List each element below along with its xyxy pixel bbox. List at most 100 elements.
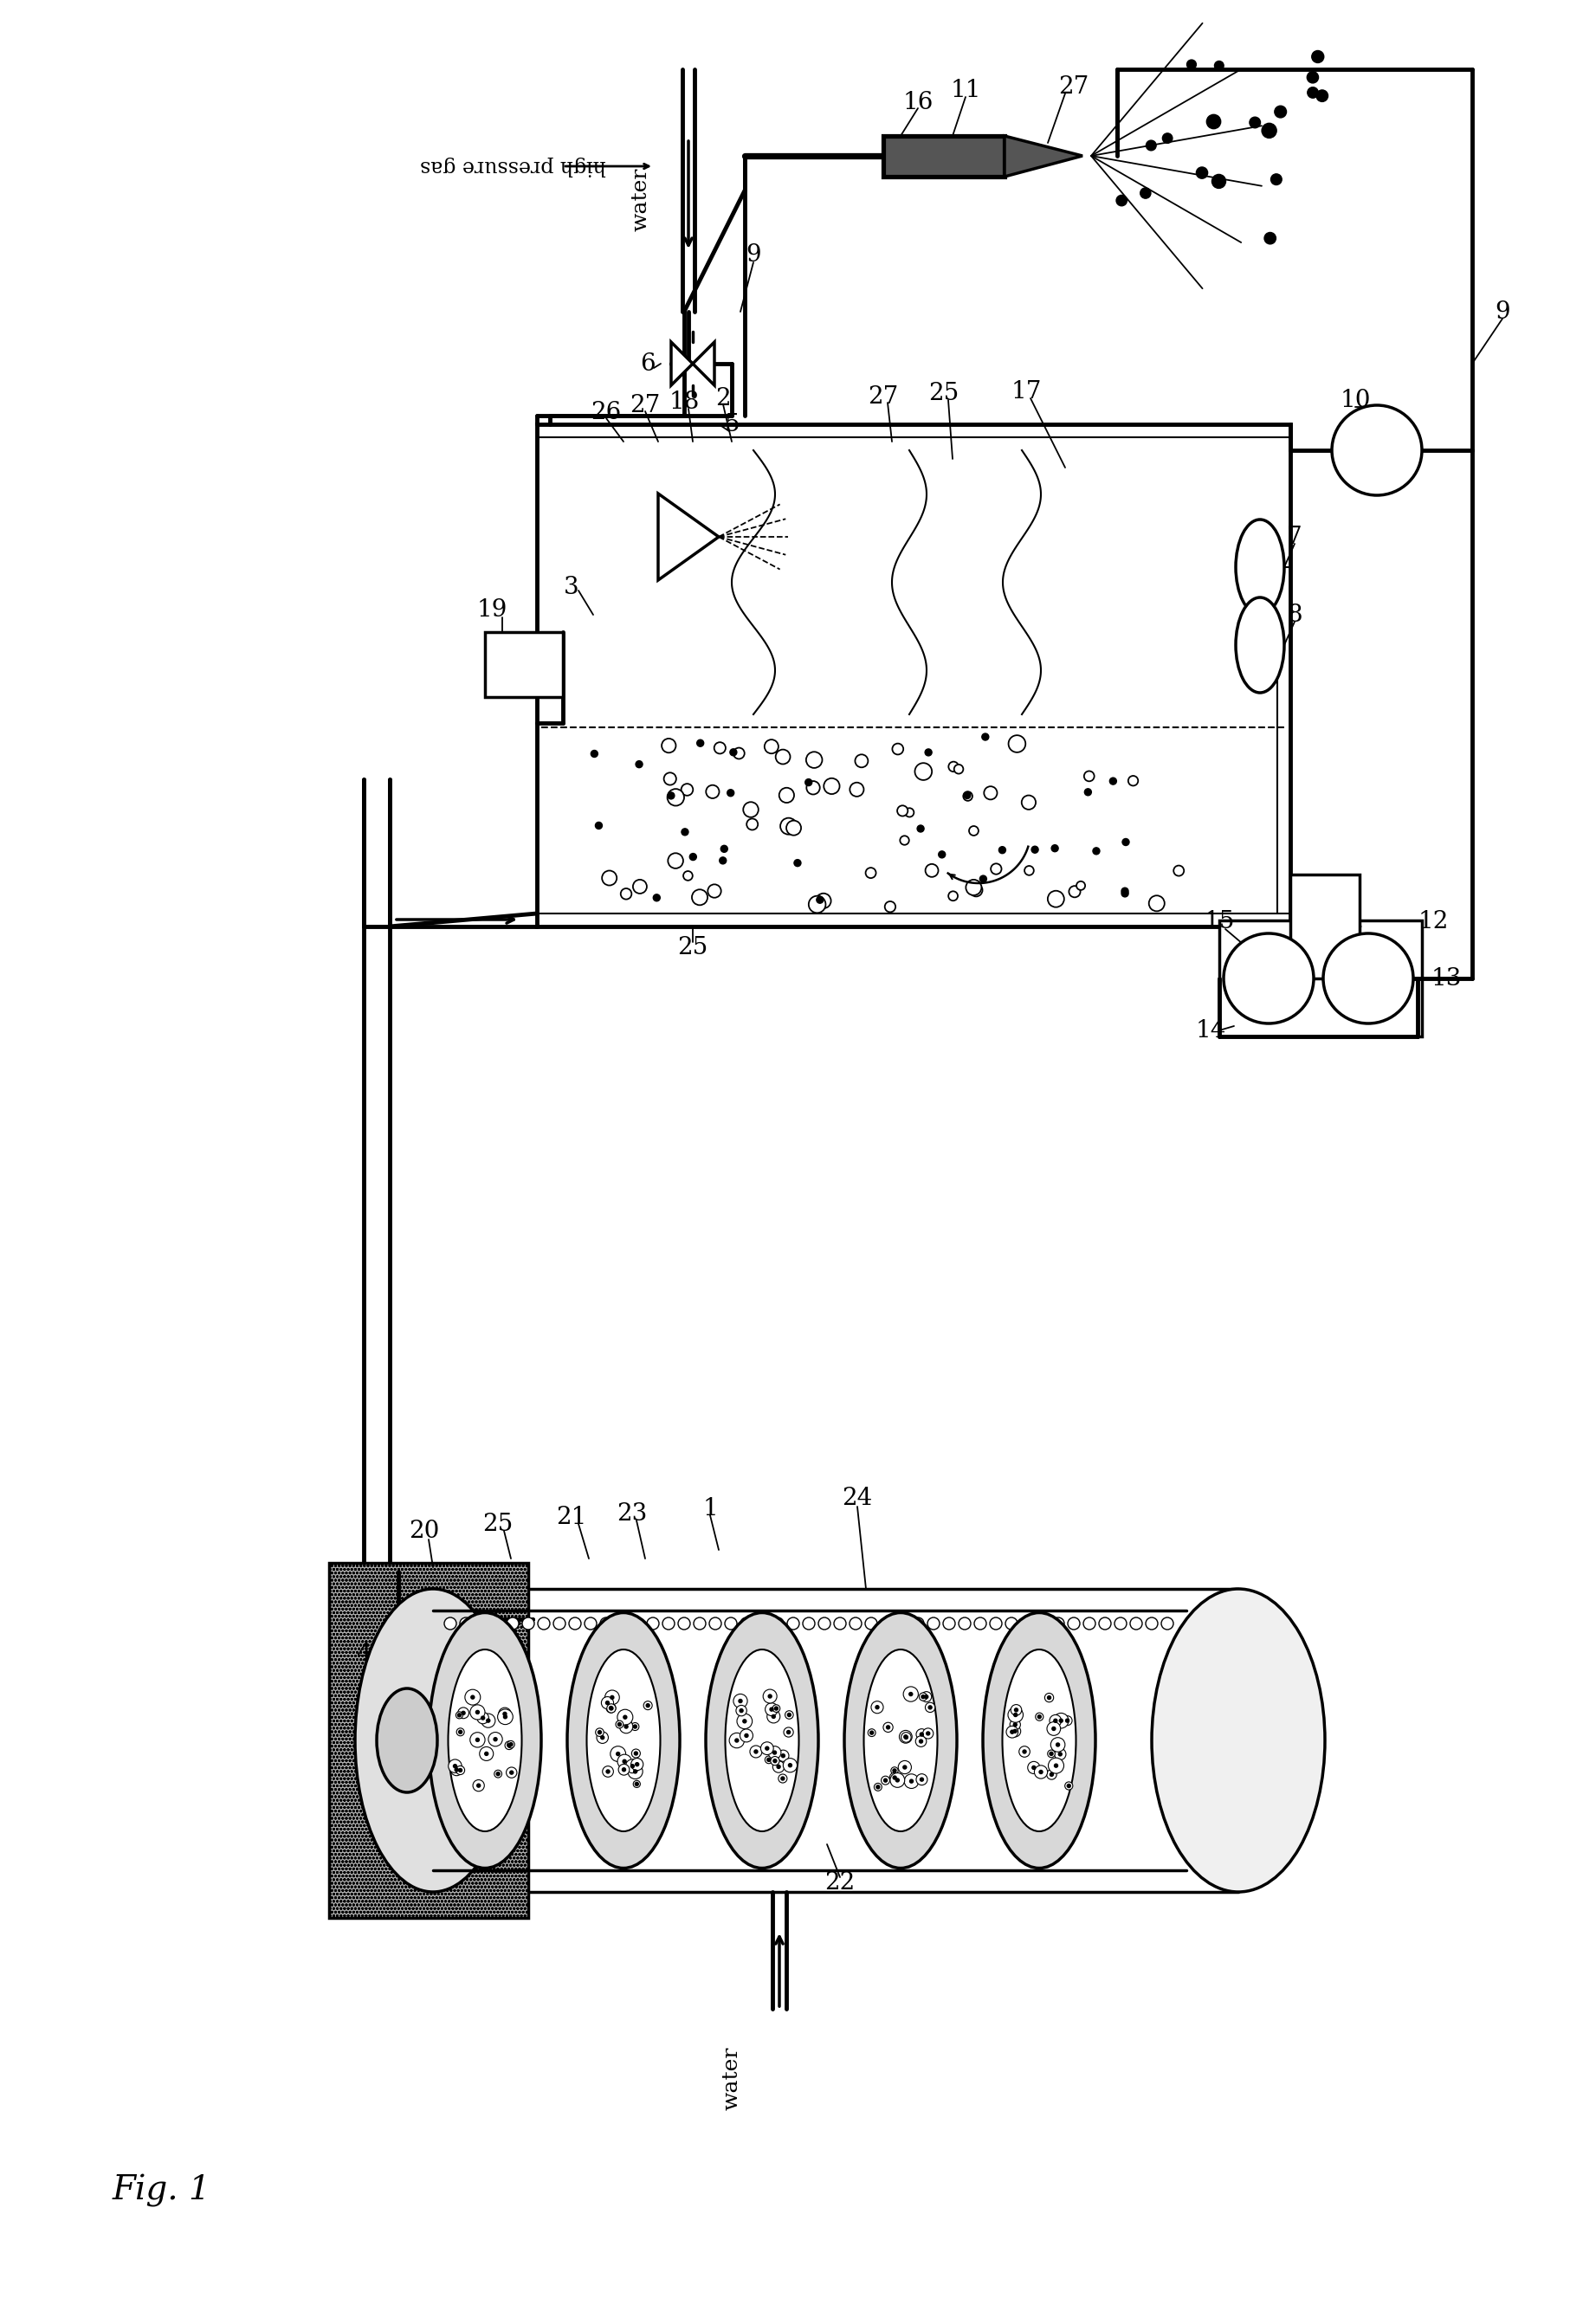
Circle shape [915,1736,926,1748]
Circle shape [964,792,970,799]
Circle shape [469,1706,485,1720]
Circle shape [903,1687,918,1701]
Text: 18: 18 [669,390,699,414]
Circle shape [928,1706,933,1708]
Circle shape [485,1752,488,1755]
Circle shape [1093,848,1099,855]
Circle shape [539,1618,550,1629]
Circle shape [1025,867,1033,876]
Circle shape [601,872,617,885]
Circle shape [1129,776,1138,786]
Circle shape [1313,51,1324,63]
Circle shape [681,783,692,795]
Circle shape [735,1738,738,1743]
Circle shape [876,1785,879,1789]
Text: 22: 22 [824,1871,856,1894]
Circle shape [678,1618,691,1629]
Text: 17: 17 [1011,381,1041,404]
Circle shape [849,1618,862,1629]
Circle shape [928,1618,939,1629]
Circle shape [966,881,981,895]
Text: 25: 25 [928,381,959,407]
Circle shape [625,1724,628,1729]
Text: 24: 24 [842,1487,873,1511]
Circle shape [896,806,907,816]
Circle shape [653,895,659,902]
Circle shape [1022,795,1036,809]
Circle shape [507,1743,510,1748]
Circle shape [904,1736,907,1738]
Circle shape [1008,1708,1024,1722]
Circle shape [1121,890,1129,897]
Circle shape [1049,1715,1061,1727]
Text: P: P [1358,964,1378,992]
Circle shape [1064,1783,1072,1789]
Ellipse shape [587,1650,661,1831]
Circle shape [584,1618,597,1629]
Circle shape [1013,1729,1017,1734]
Circle shape [1063,1715,1072,1724]
Circle shape [523,1618,534,1629]
Text: 26: 26 [590,400,622,423]
Circle shape [741,1618,752,1629]
Circle shape [955,765,964,774]
Circle shape [1174,865,1184,876]
Circle shape [809,897,826,913]
Circle shape [925,1703,936,1713]
Circle shape [617,1755,631,1769]
Circle shape [970,883,983,897]
Circle shape [1212,174,1226,188]
Circle shape [631,1750,641,1757]
Circle shape [757,1618,768,1629]
Circle shape [506,1766,517,1778]
Circle shape [915,762,933,781]
Circle shape [1036,1618,1049,1629]
Circle shape [1083,1618,1096,1629]
Circle shape [1215,60,1223,70]
Circle shape [1121,888,1129,895]
Circle shape [925,865,939,876]
Ellipse shape [447,1650,521,1831]
Circle shape [617,1710,633,1724]
Ellipse shape [725,1650,799,1831]
Text: 23: 23 [617,1501,647,1525]
Circle shape [989,1618,1002,1629]
Circle shape [736,1713,752,1729]
Circle shape [1264,232,1276,244]
Circle shape [710,1618,721,1629]
Circle shape [896,1618,909,1629]
Circle shape [1162,1618,1173,1629]
Circle shape [681,827,688,834]
Circle shape [1060,1720,1063,1722]
Circle shape [1036,1713,1044,1720]
Circle shape [939,851,945,858]
Bar [1291,874,1360,978]
Circle shape [782,1755,785,1757]
Circle shape [1047,1750,1055,1757]
Circle shape [920,1741,923,1743]
Ellipse shape [864,1650,937,1831]
Circle shape [451,1764,463,1776]
Ellipse shape [1236,521,1284,616]
Circle shape [918,1692,928,1701]
Circle shape [765,1748,769,1750]
Circle shape [1055,1764,1058,1766]
Circle shape [824,779,840,795]
Polygon shape [670,342,692,386]
Circle shape [595,823,603,830]
Circle shape [469,1731,485,1748]
Circle shape [721,846,727,853]
Circle shape [462,1710,465,1715]
Circle shape [1053,1713,1069,1729]
Circle shape [504,1715,507,1717]
Circle shape [692,890,708,904]
Circle shape [849,783,864,797]
Circle shape [761,1743,774,1755]
Circle shape [604,1690,620,1706]
Circle shape [887,1724,890,1729]
Circle shape [487,1720,490,1722]
Circle shape [507,1618,518,1629]
Circle shape [458,1769,462,1771]
Circle shape [495,1771,502,1778]
Circle shape [623,1715,626,1720]
